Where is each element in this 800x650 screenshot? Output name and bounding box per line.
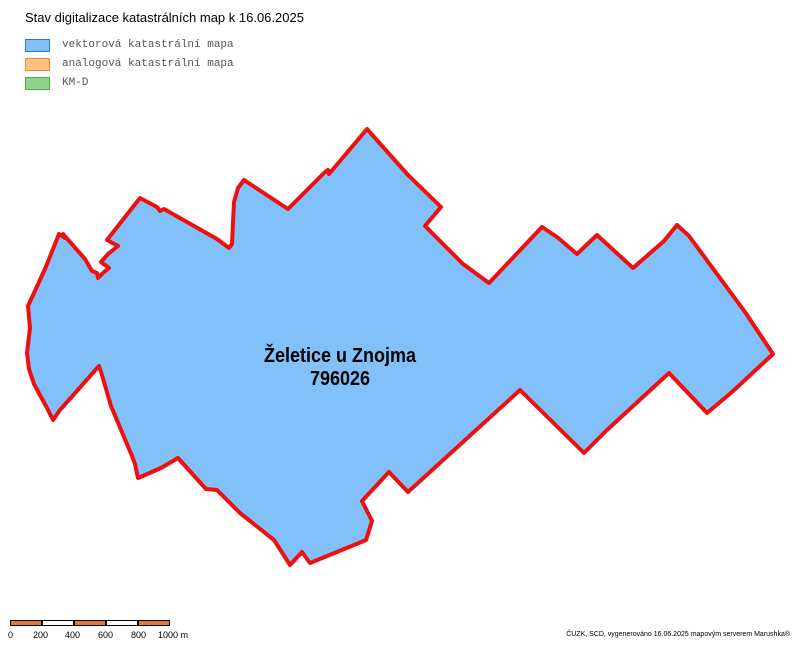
area-name-label: Želetice u Znojma — [264, 344, 416, 367]
scale-segment-1 — [10, 620, 42, 626]
scale-label-1000: 1000 m — [158, 630, 189, 640]
cadastral-area-polygon[interactable] — [25, 127, 775, 567]
legend-label-kmd: KM-D — [62, 77, 89, 89]
legend-item-analog: analogová katastrální mapa — [25, 55, 234, 73]
legend-swatch-vector — [25, 38, 50, 52]
scale-label-600: 600 — [98, 630, 114, 640]
scale-segment-4 — [106, 620, 138, 626]
scale-segment-5 — [138, 620, 170, 626]
legend: vektorová katastrální mapa analogová kat… — [25, 36, 234, 93]
legend-item-vector: vektorová katastrální mapa — [25, 36, 234, 54]
scale-label-800: 800 — [131, 630, 147, 640]
credits-text: ČUZK, SCD, vygenerováno 16.06.2025 mapov… — [566, 631, 790, 638]
legend-item-kmd: KM-D — [25, 74, 234, 92]
map-title: Stav digitalizace katastrálních map k 16… — [25, 10, 304, 25]
scale-bar: 0 200 400 600 800 1000 m — [8, 620, 188, 644]
scale-label-0: 0 — [8, 630, 14, 640]
area-code-label: 796026 — [310, 368, 370, 390]
scale-label-400: 400 — [65, 630, 81, 640]
scale-segment-2 — [42, 620, 74, 626]
legend-label-vector: vektorová katastrální mapa — [62, 39, 234, 51]
legend-label-analog: analogová katastrální mapa — [62, 58, 234, 70]
scale-label-200: 200 — [33, 630, 49, 640]
legend-swatch-analog — [25, 57, 50, 71]
scale-segment-3 — [74, 620, 106, 626]
legend-swatch-kmd — [25, 76, 50, 90]
